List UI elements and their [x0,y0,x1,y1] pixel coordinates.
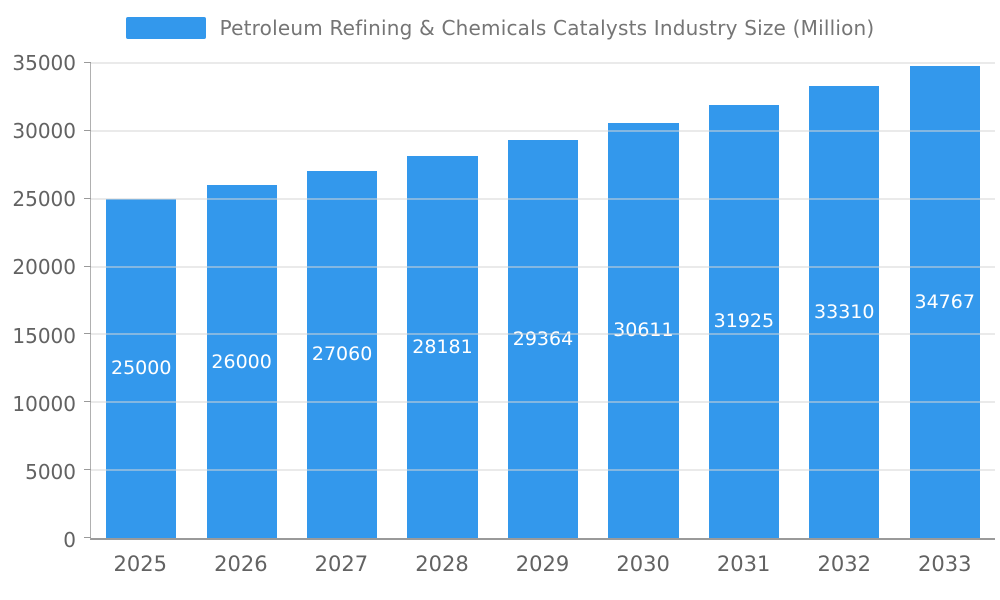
bar-slot: 26000 [191,63,291,538]
y-tick-label: 30000 [12,119,76,144]
gridline [91,401,995,403]
x-tick-label: 2030 [616,552,670,576]
y-tick-label: 25000 [12,187,76,212]
bar-value-label: 29364 [512,327,574,350]
bar-2029: 29364 [507,139,579,538]
x-tick-label: 2026 [214,552,268,576]
bar-value-label: 25000 [110,357,172,380]
x-tick-label: 2029 [515,552,570,576]
bars-row: 25000 26000 27060 28181 29364 30611 31925 33310… [91,63,995,538]
y-tick-mark [84,401,91,403]
y-tick-label: 10000 [12,391,76,416]
y-tick-mark [84,537,91,538]
bar-2033: 34767 [909,66,980,538]
bar-slot: 33310 [794,63,894,538]
gridline [91,130,995,132]
chart-title: Petroleum Refining & Chemicals Catalysts… [219,16,875,40]
x-tick-label: 2033 [918,552,972,576]
x-tick-label: 2025 [113,552,167,576]
bar-value-label: 30611 [613,319,674,342]
bar-value-label: 31925 [713,310,775,333]
bar-value-label: 33310 [814,300,875,323]
bar-value-label: 27060 [311,343,373,366]
y-tick-mark [84,469,91,471]
x-axis-line [91,538,995,539]
gridline [91,198,995,200]
bar-2028: 28181 [407,155,478,538]
x-tick-label: 2032 [817,552,871,576]
y-tick-label: 20000 [12,255,76,280]
gridline [91,266,995,268]
bar-slot: 29364 [493,63,593,538]
y-tick-mark [84,265,91,267]
bar-value-label: 34767 [914,291,975,314]
y-tick-mark [84,129,91,131]
x-axis: 2025 2026 2027 2028 2029 2030 2031 2032 2033 [90,552,995,576]
y-axis: 0 5000 10000 15000 20000 25000 30000 35000 [0,51,80,552]
bar-value-label: 28181 [412,335,473,358]
y-tick-mark [84,197,91,199]
bar-2031: 31925 [708,104,779,538]
chart-legend[interactable]: Petroleum Refining & Chemicals Catalysts… [0,16,1000,40]
y-tick-label: 35000 [12,51,76,75]
y-tick-mark [84,62,91,63]
y-tick-label: 0 [63,528,76,552]
legend-swatch [125,17,206,39]
bar-2025: 25000 [106,198,177,538]
y-tick-label: 5000 [25,459,76,484]
bar-2030: 30611 [608,122,679,538]
y-tick-mark [84,333,91,335]
bar-slot: 31925 [694,63,794,538]
x-tick-label: 2027 [314,552,369,576]
y-tick-label: 15000 [12,323,76,348]
gridline [91,62,995,64]
gridline [91,469,995,471]
gridline [91,333,995,335]
bar-slot: 25000 [91,63,191,538]
bar-2027: 27060 [306,170,378,538]
bar-slot: 30611 [593,63,693,538]
plot-area: 25000 26000 27060 28181 29364 30611 31925 33310… [84,62,995,540]
bar-slot: 28181 [392,63,492,538]
x-tick-label: 2031 [716,552,771,576]
bar-value-label: 26000 [211,350,272,373]
x-tick-label: 2028 [415,552,469,576]
bar-slot: 27060 [292,63,392,538]
bar-slot: 34767 [895,63,995,538]
bar-2026: 26000 [206,185,277,538]
bar-2032: 33310 [809,85,880,538]
